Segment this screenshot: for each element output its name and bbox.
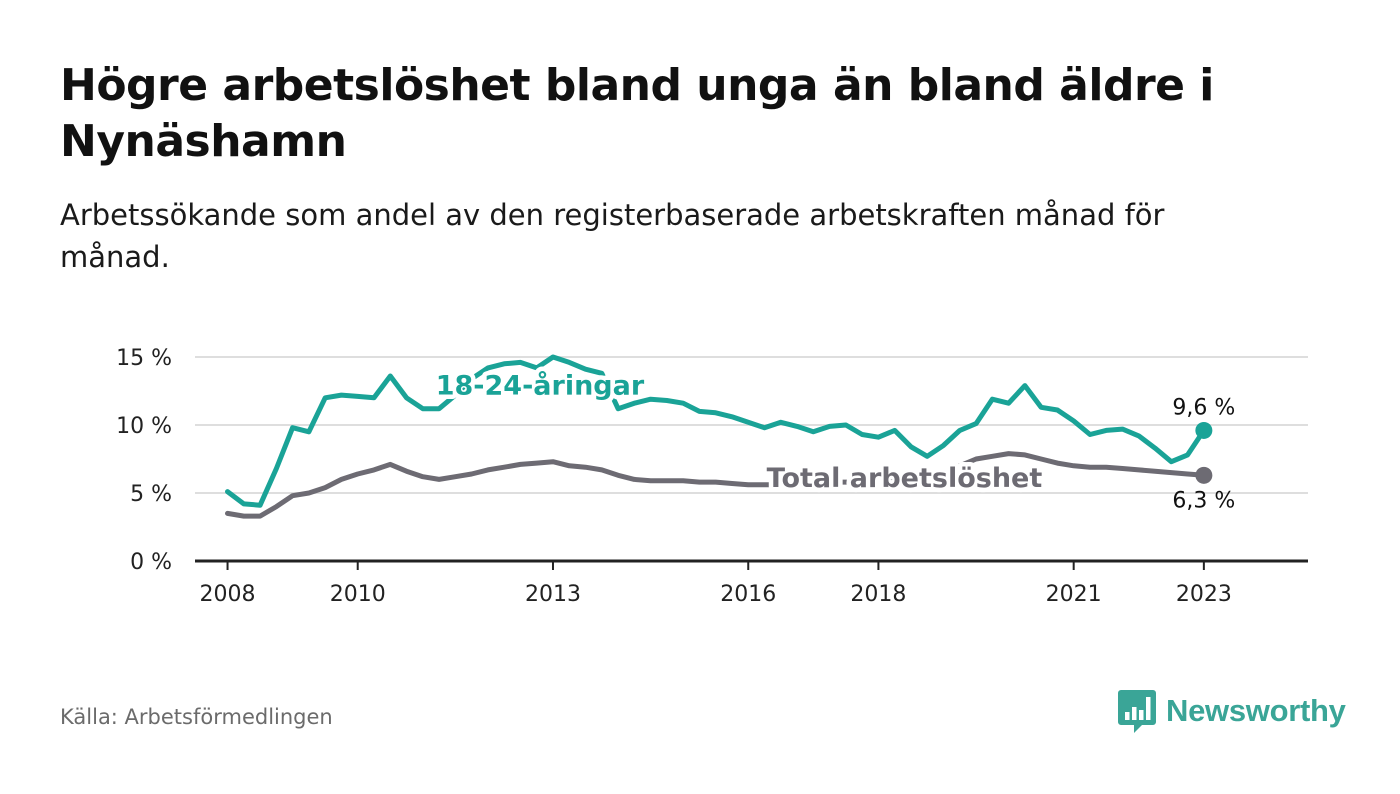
y-axis-ticks: 0 % 5 % 10 % 15 % <box>116 346 172 575</box>
youth-end-point <box>1195 421 1213 439</box>
source-note: Källa: Arbetsförmedlingen <box>60 705 333 729</box>
total-end-point <box>1195 466 1213 484</box>
brand-logo[interactable]: Newsworthy <box>1118 688 1346 734</box>
newsworthy-logo-icon <box>1118 690 1156 733</box>
x-axis-ticks: 2008 2010 2013 2016 2018 2021 2023 <box>200 561 1232 607</box>
x-tick-label: 2010 <box>330 582 386 607</box>
series-labels: 9,6 % 6,3 % 18-24-åringar Total arbetslöshe… <box>431 365 1235 513</box>
x-tick-label: 2013 <box>525 582 581 607</box>
x-tick-label: 2021 <box>1046 582 1102 607</box>
y-tick-label: 15 % <box>116 346 172 371</box>
youth-end-label: 9,6 % <box>1172 395 1235 420</box>
youth-series-line <box>225 354 1207 508</box>
x-tick-label: 2008 <box>200 582 256 607</box>
series-lines <box>225 354 1213 519</box>
y-tick-label: 0 % <box>130 550 172 575</box>
total-end-label: 6,3 % <box>1172 488 1235 513</box>
y-tick-label: 10 % <box>116 414 172 439</box>
total-series-line <box>225 451 1207 519</box>
total-series-label: Total arbetslöshet <box>767 463 1043 494</box>
chart-title: Högre arbetslöshet bland unga än bland ä… <box>60 60 1214 167</box>
brand-name: Newsworthy <box>1166 693 1346 728</box>
x-tick-label: 2023 <box>1176 582 1232 607</box>
youth-series-label: 18-24-åringar <box>436 369 645 401</box>
x-tick-label: 2018 <box>850 582 906 607</box>
chart-subtitle: Arbetssökande som andel av den registerb… <box>60 198 1165 274</box>
y-tick-label: 5 % <box>130 482 172 507</box>
x-tick-label: 2016 <box>720 582 776 607</box>
